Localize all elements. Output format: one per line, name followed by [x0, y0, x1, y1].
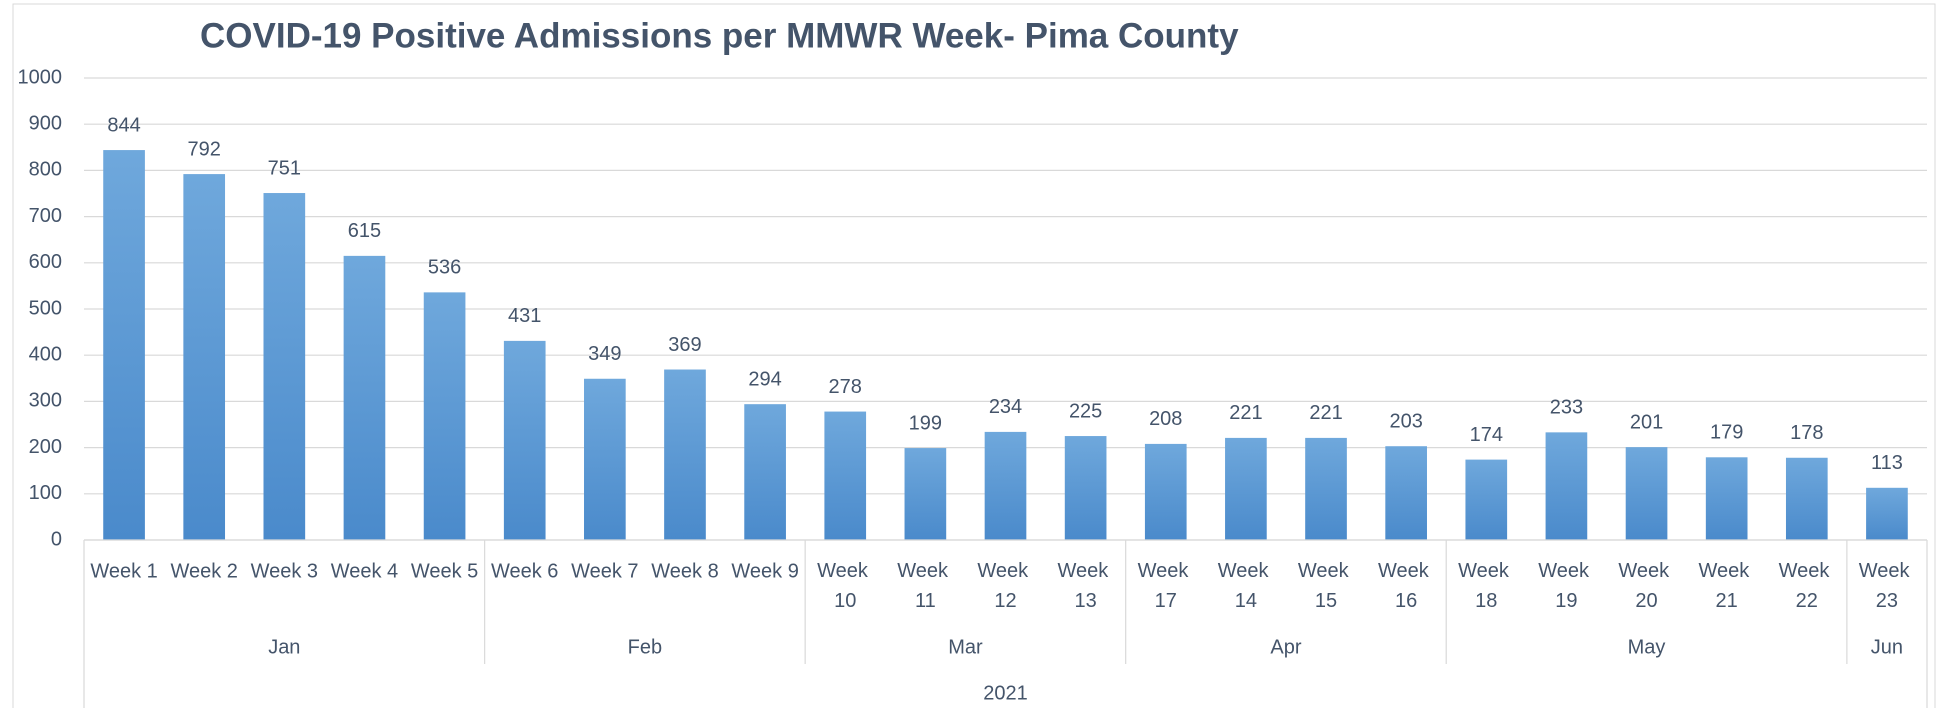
data-label: 174: [1470, 424, 1503, 446]
x-tick-label: Week 8: [651, 560, 718, 582]
x-tick-label: Week 3: [251, 560, 318, 582]
month-label: Mar: [948, 636, 983, 658]
x-tick-label: Week 23: [1859, 560, 1915, 612]
data-label: 294: [748, 368, 781, 390]
x-tick-label: Week 18: [1458, 560, 1514, 612]
x-tick-label: Week 16: [1378, 560, 1434, 612]
bar: [1064, 436, 1107, 540]
x-tick-label: Week 22: [1779, 560, 1835, 612]
x-tick-label: Week 11: [897, 560, 953, 612]
bar: [1465, 459, 1508, 540]
y-tick-label: 100: [29, 482, 62, 504]
x-tick-label: Week 9: [731, 560, 798, 582]
x-tick-label: Week 1: [90, 560, 157, 582]
y-tick-label: 0: [51, 528, 62, 550]
bar: [584, 378, 626, 540]
y-tick-label: 200: [29, 436, 62, 458]
y-tick-label: 300: [29, 390, 62, 412]
month-label: Apr: [1270, 636, 1301, 658]
bar: [1705, 457, 1748, 540]
data-label: 179: [1710, 422, 1743, 444]
bar: [1866, 487, 1908, 540]
x-tick-label: Week 14: [1218, 560, 1274, 612]
y-tick-label: 700: [29, 205, 62, 227]
data-label: 844: [107, 114, 140, 136]
y-tick-label: 1000: [18, 66, 63, 88]
bar: [904, 448, 947, 540]
x-tick-label: Week 13: [1057, 560, 1113, 612]
bar: [1225, 437, 1267, 540]
bar: [1625, 447, 1668, 540]
month-label: Feb: [628, 636, 662, 658]
x-tick-label: Week 21: [1699, 560, 1755, 612]
data-label: 369: [668, 334, 701, 356]
bar: [744, 404, 786, 540]
x-tick-label: Week 6: [491, 560, 558, 582]
data-label: 431: [508, 305, 541, 327]
data-label: 221: [1229, 402, 1262, 424]
data-label: 225: [1069, 400, 1102, 422]
chart-frame: [12, 3, 1936, 708]
data-label: 615: [348, 220, 381, 242]
x-tick-label: Week 15: [1298, 560, 1354, 612]
x-tick-label: Week 12: [977, 560, 1033, 612]
bar: [664, 369, 706, 540]
month-label: Jun: [1871, 636, 1903, 658]
bar: [423, 292, 466, 540]
data-label: 234: [989, 396, 1022, 418]
bar: [183, 174, 226, 540]
data-label: 233: [1550, 397, 1583, 419]
data-label: 113: [1871, 452, 1903, 474]
data-label: 203: [1389, 410, 1422, 432]
x-tick-label: Week 5: [411, 560, 478, 582]
x-tick-label: Week 10: [817, 560, 873, 612]
x-tick-label: Week 17: [1138, 560, 1194, 612]
y-tick-label: 600: [29, 251, 62, 273]
data-label: 208: [1149, 408, 1182, 430]
bar: [263, 193, 306, 540]
data-label: 536: [428, 257, 461, 279]
data-label: 201: [1630, 411, 1663, 433]
data-label: 221: [1309, 402, 1342, 424]
bar: [1144, 443, 1187, 540]
data-label: 792: [188, 138, 221, 160]
bar: [824, 411, 867, 540]
data-label: 349: [588, 343, 621, 365]
bar: [103, 150, 145, 540]
y-tick-label: 400: [29, 343, 62, 365]
chart-title: COVID-19 Positive Admissions per MMWR We…: [200, 16, 1239, 55]
bar: [1785, 457, 1828, 540]
month-label: Jan: [268, 636, 300, 658]
month-label: May: [1628, 636, 1666, 658]
bar: [1385, 446, 1427, 540]
data-label: 199: [909, 412, 942, 434]
bar: [343, 255, 386, 540]
y-tick-label: 500: [29, 297, 62, 319]
bar: [503, 340, 546, 540]
x-tick-label: Week 4: [331, 560, 398, 582]
data-label: 751: [268, 157, 301, 179]
bar: [984, 431, 1027, 540]
bar: [1305, 437, 1347, 540]
data-label: 178: [1790, 422, 1823, 444]
bar: [1545, 432, 1588, 540]
x-tick-label: Week 7: [571, 560, 638, 582]
y-tick-label: 800: [29, 159, 62, 181]
x-tick-label: Week 19: [1538, 560, 1594, 612]
x-tick-label: Week 2: [170, 560, 237, 582]
year-label: 2021: [983, 682, 1028, 704]
y-tick-label: 900: [29, 112, 62, 134]
x-tick-label: Week 20: [1618, 560, 1674, 612]
data-label: 278: [829, 376, 862, 398]
